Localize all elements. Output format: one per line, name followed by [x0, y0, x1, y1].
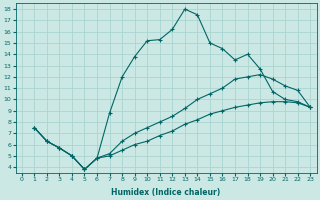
X-axis label: Humidex (Indice chaleur): Humidex (Indice chaleur)	[111, 188, 221, 197]
